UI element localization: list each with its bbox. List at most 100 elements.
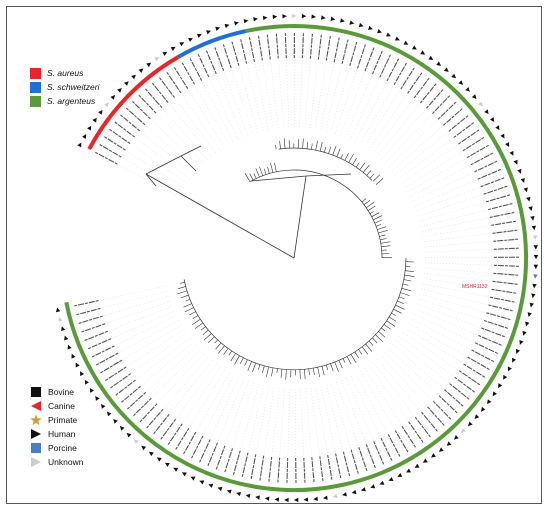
terminal-branch	[324, 146, 327, 153]
taxon-label-placeholder	[481, 327, 506, 338]
legend-label: Canine	[48, 401, 75, 411]
host-marker	[77, 142, 82, 148]
taxon-label-placeholder	[356, 43, 367, 69]
terminal-branch	[217, 345, 225, 354]
terminal-branch	[304, 369, 306, 380]
leader-line	[417, 194, 482, 217]
clade-arc	[249, 169, 383, 259]
taxon-label-placeholder	[387, 434, 401, 458]
host-marker	[436, 61, 442, 66]
host-marker	[236, 491, 241, 497]
leader-line	[368, 364, 408, 421]
host-marker	[58, 316, 63, 322]
host-marker	[98, 109, 103, 115]
leader-line	[330, 382, 351, 448]
host-marker	[154, 57, 160, 62]
outgroup-branch	[145, 173, 157, 187]
host-marker	[330, 16, 336, 22]
host-marker	[293, 497, 299, 503]
taxon-label-placeholder	[223, 448, 234, 474]
terminal-branch	[192, 319, 201, 325]
taxon-label-placeholder	[284, 32, 287, 59]
taxon-label-placeholder	[206, 442, 219, 468]
host-marker	[148, 451, 154, 457]
taxon-label-placeholder	[317, 33, 323, 60]
terminal-branch	[263, 168, 267, 175]
terminal-branch	[389, 316, 397, 322]
host-marker	[533, 245, 538, 250]
taxon-label-placeholder	[358, 447, 368, 472]
terminal-branch	[275, 144, 277, 150]
taxon-label-placeholder	[190, 435, 204, 460]
host-marker	[206, 30, 211, 35]
leader-line	[104, 295, 170, 316]
taxon-label-placeholder	[94, 151, 118, 165]
taxon-label-placeholder	[365, 444, 377, 469]
taxon-label-placeholder	[491, 288, 518, 294]
leader-line	[305, 387, 312, 456]
taxon-label-placeholder	[493, 264, 520, 267]
leader-line	[122, 157, 182, 193]
taxon-label-placeholder	[83, 330, 109, 342]
host-marker	[311, 14, 316, 19]
leader-line	[231, 69, 254, 135]
leader-line	[123, 324, 183, 360]
taxon-label-placeholder	[480, 176, 506, 188]
host-marker	[388, 477, 394, 482]
host-marker	[133, 439, 139, 445]
terminal-branch	[346, 356, 352, 365]
terminal-branch	[374, 219, 382, 224]
leader-line	[364, 367, 402, 425]
taxon-label-placeholder	[286, 457, 289, 484]
terminal-branch	[404, 274, 415, 277]
leader-line	[388, 347, 438, 395]
terminal-branch	[397, 300, 404, 304]
host-marker	[529, 302, 534, 308]
host-marker	[95, 396, 100, 401]
taxon-label-placeholder	[491, 220, 518, 226]
leader-line	[423, 262, 492, 266]
host-marker	[89, 387, 95, 393]
terminal-branch	[398, 296, 405, 300]
terminal-branch	[380, 241, 391, 244]
triangle-left-icon	[31, 401, 41, 411]
leader-line	[210, 375, 240, 438]
leader-line	[304, 60, 311, 129]
taxon-label-placeholder	[131, 100, 151, 120]
taxon-label-placeholder	[432, 94, 451, 114]
leader-line	[413, 179, 477, 207]
taxon-label-placeholder	[205, 49, 217, 75]
taxon-label-placeholder	[492, 280, 519, 285]
legend-item-bovine: Bovine	[30, 385, 83, 399]
terminal-branch	[214, 339, 218, 344]
terminal-branch	[354, 351, 359, 359]
host-marker	[284, 497, 289, 503]
terminal-branch	[359, 162, 366, 170]
host-marker	[100, 403, 106, 409]
terminal-branch	[177, 290, 188, 295]
host-marker	[215, 26, 221, 31]
terminal-branch	[326, 365, 329, 371]
host-marker	[422, 458, 428, 463]
leader-line	[137, 337, 192, 379]
taxon-label-placeholder	[444, 389, 465, 408]
legend-label: Bovine	[48, 387, 74, 397]
leader-line	[340, 72, 365, 137]
terminal-branch	[405, 270, 414, 272]
taxon-label-placeholder	[443, 107, 464, 126]
highlighted-taxon-label: MSHR1132	[462, 284, 488, 290]
taxon-label-placeholder	[419, 82, 438, 104]
taxon-label-placeholder	[483, 185, 509, 195]
host-marker	[480, 406, 486, 412]
taxon-label-placeholder	[438, 395, 459, 414]
host-marker	[80, 371, 85, 377]
leader-line	[398, 335, 454, 377]
leader-line	[403, 151, 462, 189]
host-marker	[55, 307, 61, 313]
taxon-label-placeholder	[426, 88, 445, 109]
terminal-branch	[332, 145, 337, 156]
host-marker	[474, 414, 480, 420]
leader-line	[397, 138, 453, 180]
host-marker	[243, 19, 249, 24]
host-marker	[430, 453, 436, 458]
